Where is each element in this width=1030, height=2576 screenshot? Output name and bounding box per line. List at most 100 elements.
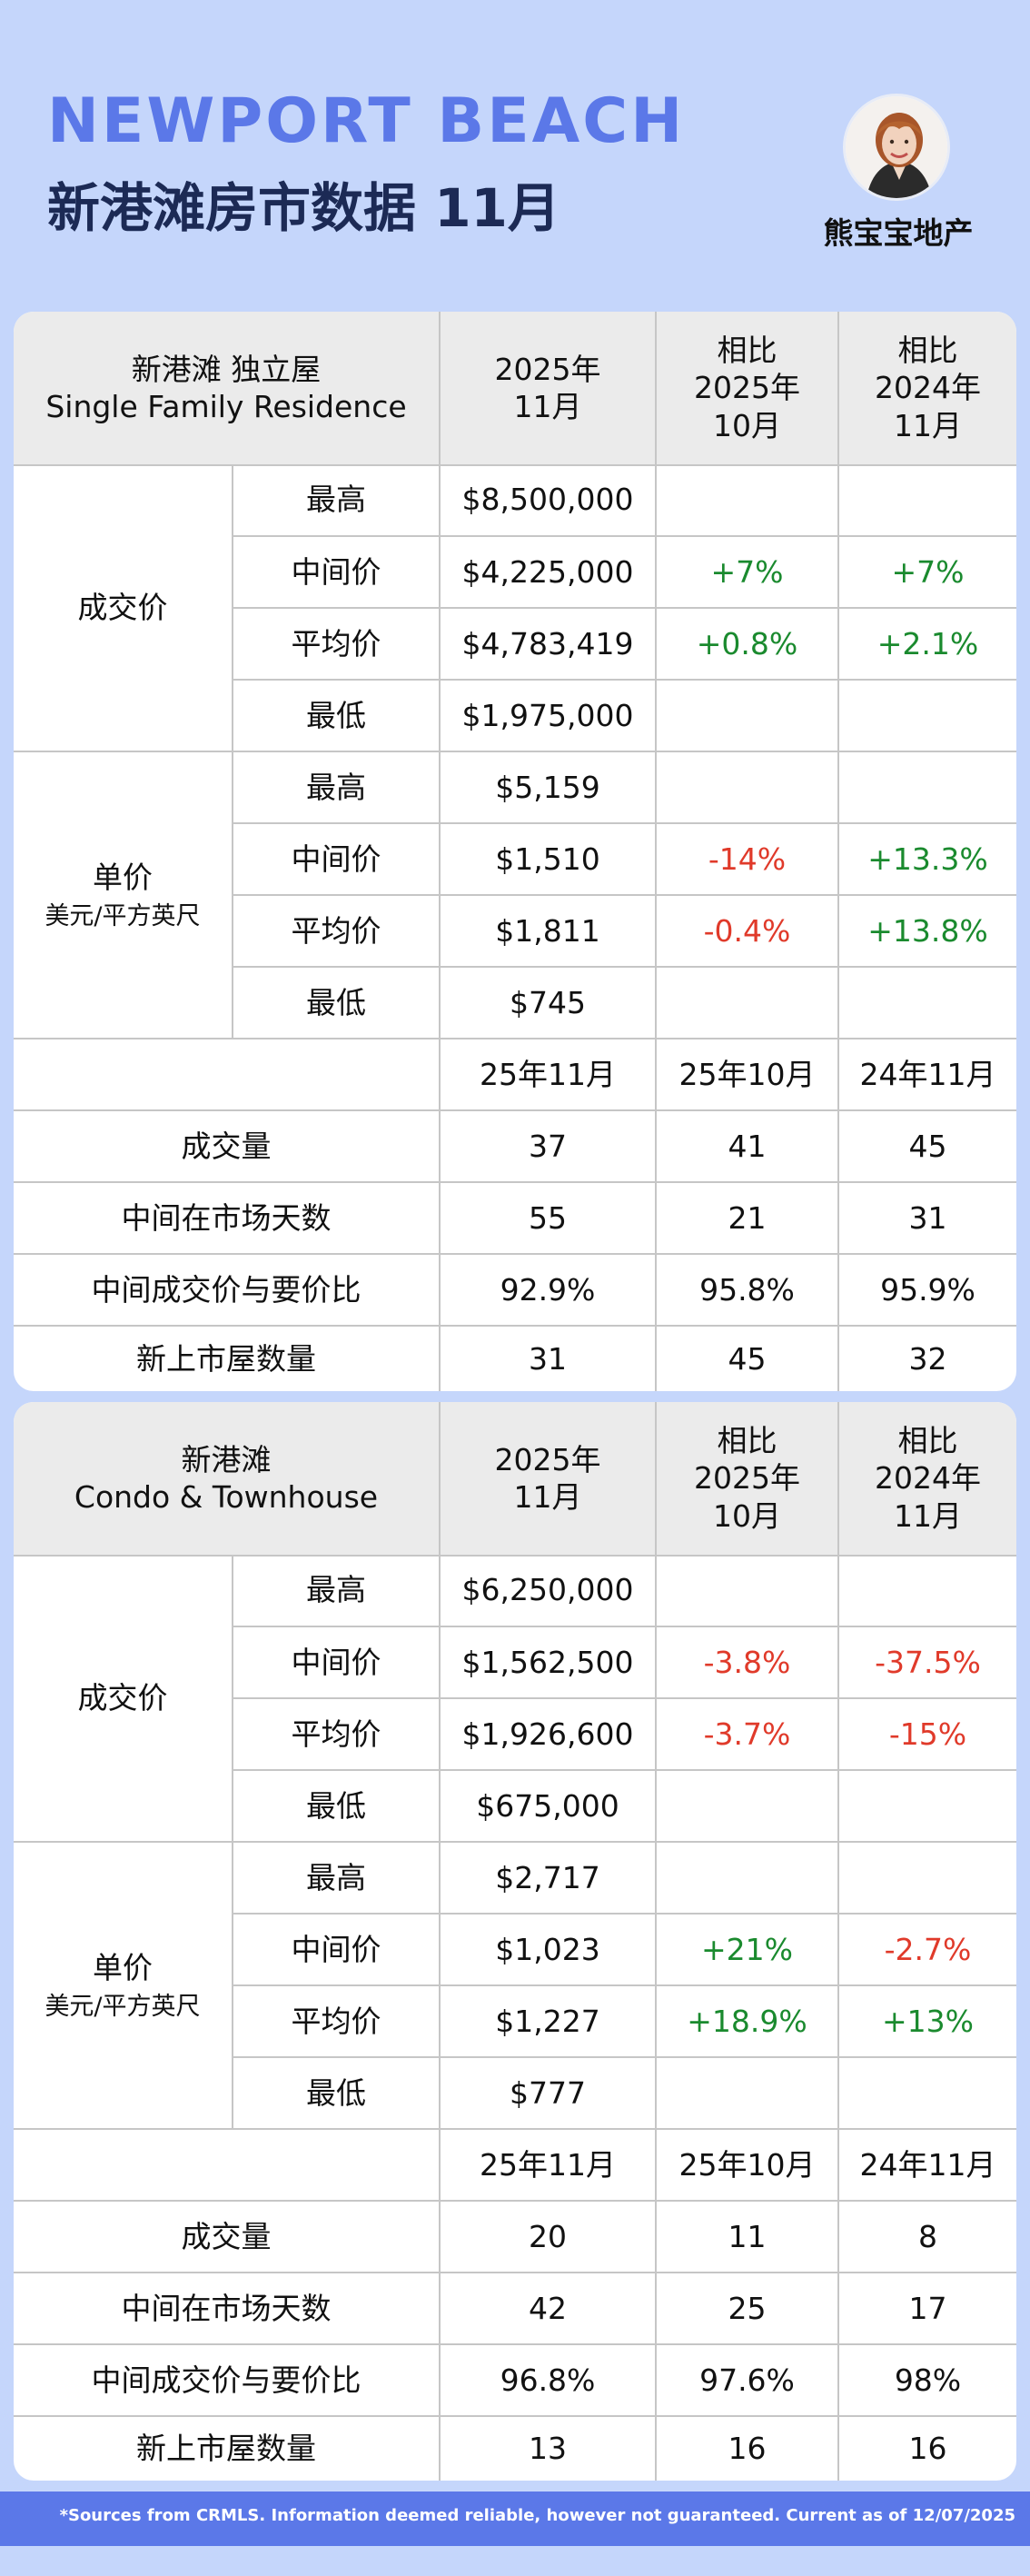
row-value: $1,562,500 [461,1644,634,1680]
stat-value: 95.9% [880,1271,976,1308]
row-label: 最高 [306,482,366,518]
brand-name: 熊宝宝地产 [823,215,974,251]
stat-value: 20 [529,2218,567,2254]
row-label: 最低 [306,697,366,733]
table-header-row [14,312,1016,464]
footer-bar: *Sources from CRMLS. Information deemed … [0,2491,1030,2546]
row-value: $1,023 [495,1931,600,1967]
row-change-yoy: +13.3% [867,840,988,877]
grid-line [14,2343,1016,2345]
page-title-english: NEWPORT BEACH [47,85,686,157]
group-label-price: 成交价 [77,589,168,625]
row-change-mom: +18.9% [687,2003,807,2039]
row-change-yoy: -15% [888,1716,967,1752]
stat-label: 中间在市场天数 [121,2290,332,2326]
grid-line [232,1984,1016,1986]
grid-line [655,1402,657,2481]
group-label-unit-price: 单价 美元/平方英尺 [14,752,232,1038]
stat-value: 32 [908,1340,947,1377]
page-title-chinese: 新港滩房市数据 11月 [47,177,560,239]
stat-label: 新上市屋数量 [136,2431,316,2467]
header-compare-month: 10月 [713,1497,781,1534]
grid-line [232,822,1016,824]
header-compare-label: 相比 [897,333,958,369]
grid-line [232,535,1016,537]
header-compare-year: 2024年 [875,370,981,406]
stat-value: 21 [728,1199,767,1236]
row-value: $5,159 [495,769,600,805]
grid-line [232,894,1016,896]
group-label-price: 成交价 [77,1679,168,1716]
condo-townhouse-table: 新港滩 Condo & Townhouse 2025年 11月 相比 20 25年… [14,1402,1016,2481]
row-label: 中间价 [291,840,381,877]
header-current-year: 2025年 [494,1441,601,1477]
row-change-yoy: +13% [882,2003,974,2039]
row-value: $6,250,000 [461,1572,634,1608]
grid-line [232,966,1016,968]
row-value: $1,510 [495,840,600,877]
row-value: $2,717 [495,1859,600,1895]
grid-line [232,607,1016,609]
row-label: 平均价 [291,1716,381,1752]
unit-price-sublabel: 美元/平方英尺 [45,901,201,930]
stat-value: 13 [529,2431,567,2467]
header-current-month: 2025年 11月 [441,312,655,464]
agent-portrait-icon [846,96,947,198]
grid-line [14,1038,1016,1039]
row-value: $1,975,000 [461,697,634,733]
row-change-mom: -3.7% [703,1716,791,1752]
grid-line [232,1769,1016,1771]
stat-value: 31 [529,1340,567,1377]
header-compare-month: 10月 [713,407,781,443]
period-header: 25年11月 [480,1056,616,1092]
stat-value: 16 [908,2431,947,2467]
header-current-monthname: 11月 [513,1479,582,1515]
row-label: 平均价 [291,2003,381,2039]
row-value: $1,811 [495,912,600,949]
grid-line [232,679,1016,681]
unit-price-label: 单价 [93,1949,153,1985]
stat-label: 新上市屋数量 [136,1340,316,1377]
footer-disclaimer: *Sources from CRMLS. Information deemed … [59,2506,1015,2525]
stat-value: 42 [529,2290,567,2326]
grid-line [837,1402,839,2481]
grid-line [232,1913,1016,1915]
row-label: 最高 [306,1859,366,1895]
grid-line [14,2128,1016,2130]
row-value: $4,225,000 [461,553,634,590]
period-header: 25年11月 [480,2146,616,2183]
header-property-type-cn: 新港滩 独立屋 [131,351,322,387]
row-value: $1,926,600 [461,1716,634,1752]
row-change-mom: -3.8% [703,1644,791,1680]
stat-value: 95.8% [699,1271,795,1308]
agent-avatar [843,94,950,201]
unit-price-sublabel: 美元/平方英尺 [45,1992,201,2021]
stat-value: 97.6% [699,2362,795,2398]
header-vs-last-month: 相比 2025年 10月 [657,312,837,464]
stat-value: 55 [529,1199,567,1236]
row-change-mom: +0.8% [696,625,798,661]
row-label: 中间价 [291,1644,381,1680]
table-header-row [14,1402,1016,1555]
stat-value: 31 [908,1199,947,1236]
stat-label: 中间在市场天数 [121,1199,332,1236]
stat-value: 45 [728,1340,767,1377]
row-label: 最低 [306,984,366,1020]
stat-value: 98% [894,2362,962,2398]
header-compare-month: 11月 [894,1497,962,1534]
header-compare-label: 相比 [897,1423,958,1459]
grid-line [14,751,1016,752]
header-property-type-en: Condo & Townhouse [74,1479,379,1515]
row-value: $675,000 [476,1787,619,1824]
row-change-yoy: +2.1% [876,625,979,661]
grid-line [655,312,657,1391]
page-header: NEWPORT BEACH 新港滩房市数据 11月 熊宝宝地产 [0,0,1030,300]
header-property-type-en: Single Family Residence [45,389,407,424]
row-label: 最高 [306,769,366,805]
grid-line [14,2415,1016,2417]
unit-price-label: 单价 [93,859,153,895]
header-property-type: 新港滩 Condo & Townhouse [14,1402,439,1555]
header-compare-month: 11月 [894,407,962,443]
header-compare-label: 相比 [717,1423,777,1459]
period-header: 25年10月 [678,1056,816,1092]
